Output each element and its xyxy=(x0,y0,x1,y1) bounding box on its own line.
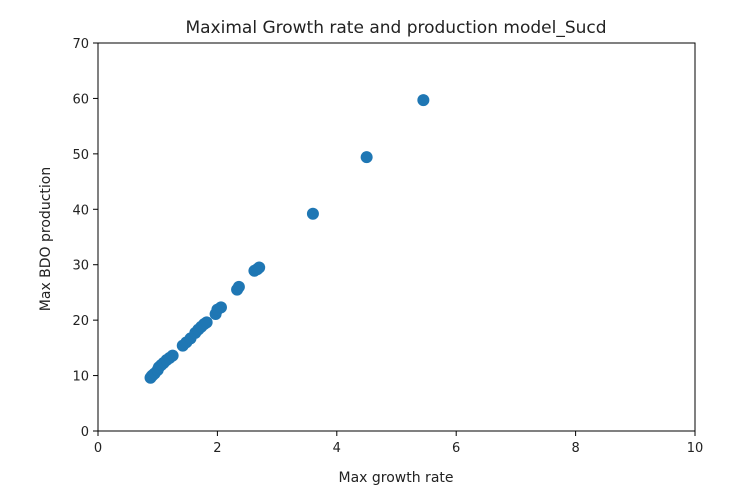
data-point xyxy=(200,316,213,329)
data-point xyxy=(417,94,430,107)
x-tick-label: 6 xyxy=(452,441,460,456)
data-point xyxy=(166,349,179,362)
x-tick-label: 2 xyxy=(213,441,221,456)
data-point xyxy=(214,301,227,314)
y-tick-label: 20 xyxy=(72,314,89,329)
y-tick-label: 0 xyxy=(81,425,89,440)
y-tick-label: 70 xyxy=(72,37,89,52)
x-tick-label: 8 xyxy=(571,441,579,456)
x-tick-label: 0 xyxy=(94,441,102,456)
data-point xyxy=(232,280,245,293)
axis-ticks: 0 2 4 6 8 10 0 10 20 30 40 50 60 70 xyxy=(72,37,703,456)
y-tick-label: 50 xyxy=(72,148,89,163)
chart-title: Maximal Growth rate and production model… xyxy=(185,18,606,38)
data-point xyxy=(253,261,266,274)
x-tick-label: 4 xyxy=(333,441,341,456)
x-axis-label: Max growth rate xyxy=(339,470,454,486)
y-tick-label: 30 xyxy=(72,259,89,274)
y-tick-label: 60 xyxy=(72,92,89,107)
y-tick-label: 40 xyxy=(72,203,89,218)
data-point xyxy=(306,207,319,220)
data-point xyxy=(360,151,373,164)
y-axis-label: Max BDO production xyxy=(38,167,54,311)
plot-frame xyxy=(97,42,696,432)
x-tick-label: 10 xyxy=(687,441,704,456)
y-tick-label: 10 xyxy=(72,370,89,385)
data-points xyxy=(144,94,430,384)
